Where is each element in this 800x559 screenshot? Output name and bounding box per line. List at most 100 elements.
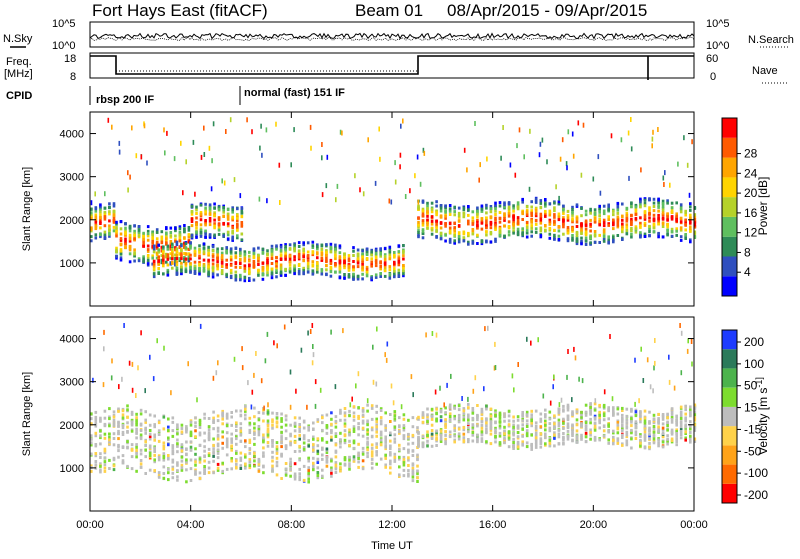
data-cell — [666, 229, 669, 232]
data-cell — [190, 434, 193, 437]
data-cell — [366, 410, 369, 413]
data-cell — [508, 437, 511, 440]
data-cell — [307, 477, 310, 480]
data-cell — [449, 204, 452, 207]
data-cell — [280, 249, 283, 252]
data-cell — [244, 270, 247, 273]
data-cell — [194, 435, 197, 438]
data-cell — [653, 226, 656, 229]
data-cell — [526, 419, 529, 422]
data-cell — [244, 414, 247, 417]
data-cell — [603, 210, 606, 213]
data-cell — [521, 414, 524, 417]
data-cell — [603, 205, 606, 208]
data-cell — [212, 276, 215, 279]
data-cell — [188, 226, 191, 229]
data-cell — [689, 209, 692, 212]
data-cell — [567, 217, 570, 220]
data-cell-scatter — [284, 325, 286, 330]
data-cell — [298, 468, 301, 471]
data-cell — [158, 429, 161, 432]
data-cell — [481, 240, 484, 243]
data-cell-scatter — [638, 398, 640, 403]
data-cell-scatter — [512, 373, 514, 378]
data-cell — [307, 429, 310, 432]
data-cell — [375, 256, 378, 259]
data-cell-scatter — [91, 200, 93, 205]
data-cell — [402, 258, 405, 261]
data-cell — [235, 443, 238, 446]
data-cell — [176, 426, 179, 429]
data-cell-scatter — [213, 376, 215, 381]
data-cell — [312, 438, 315, 441]
data-cell — [248, 260, 251, 263]
data-cell — [530, 235, 533, 238]
x-tick-label: 16:00 — [479, 519, 507, 531]
data-cell — [361, 267, 364, 270]
data-cell-scatter — [290, 370, 292, 375]
data-cell-scatter — [275, 122, 277, 127]
data-cell — [689, 214, 692, 217]
data-cell — [571, 434, 574, 437]
data-cell — [589, 418, 592, 421]
data-cell — [394, 453, 397, 456]
data-cell — [417, 441, 420, 444]
data-cell — [266, 249, 269, 252]
data-cell — [131, 420, 134, 423]
data-cell — [241, 223, 244, 226]
data-cell — [476, 440, 479, 443]
data-cell — [361, 252, 364, 255]
data-cell — [671, 206, 674, 209]
data-cell — [157, 272, 160, 275]
data-cell-scatter — [424, 151, 426, 156]
data-cell — [113, 443, 116, 446]
data-cell — [303, 437, 306, 440]
data-cell — [657, 442, 660, 445]
data-cell — [240, 440, 243, 443]
data-cell — [203, 269, 206, 272]
data-cell — [216, 253, 219, 256]
data-cell — [253, 265, 256, 268]
data-cell — [617, 424, 620, 427]
data-cell — [267, 420, 270, 423]
data-cell — [394, 438, 397, 441]
data-cell — [530, 419, 533, 422]
data-cell — [644, 433, 647, 436]
data-cell — [603, 235, 606, 238]
data-cell — [657, 214, 660, 217]
data-cell — [249, 422, 252, 425]
data-cell-scatter — [573, 154, 575, 159]
data-cell — [99, 233, 102, 236]
data-cell — [203, 460, 206, 463]
data-cell — [503, 235, 506, 238]
data-cell — [617, 216, 620, 219]
data-cell — [144, 472, 147, 475]
data-cell — [325, 264, 328, 267]
data-cell — [671, 210, 674, 213]
data-cell — [485, 430, 488, 433]
data-cell — [422, 236, 425, 239]
data-cell — [530, 410, 533, 413]
data-cell — [549, 422, 552, 425]
data-cell — [653, 209, 656, 212]
data-cell — [195, 227, 198, 230]
data-cell — [348, 275, 351, 278]
data-cell — [453, 234, 456, 237]
data-cell — [353, 412, 356, 415]
data-cell — [289, 243, 292, 246]
y-tick-label: 4000 — [60, 334, 84, 346]
data-cell — [147, 254, 150, 257]
data-cell-scatter — [583, 123, 585, 128]
data-cell — [571, 439, 574, 442]
data-cell — [662, 432, 665, 435]
data-cell — [307, 265, 310, 268]
data-cell — [361, 255, 364, 258]
data-cell — [135, 428, 138, 431]
data-cell — [526, 414, 529, 417]
data-cell — [140, 434, 143, 437]
data-cell — [598, 214, 601, 217]
data-cell — [585, 435, 588, 438]
data-cell — [490, 221, 493, 224]
data-cell — [181, 443, 184, 446]
data-cell — [280, 445, 283, 448]
